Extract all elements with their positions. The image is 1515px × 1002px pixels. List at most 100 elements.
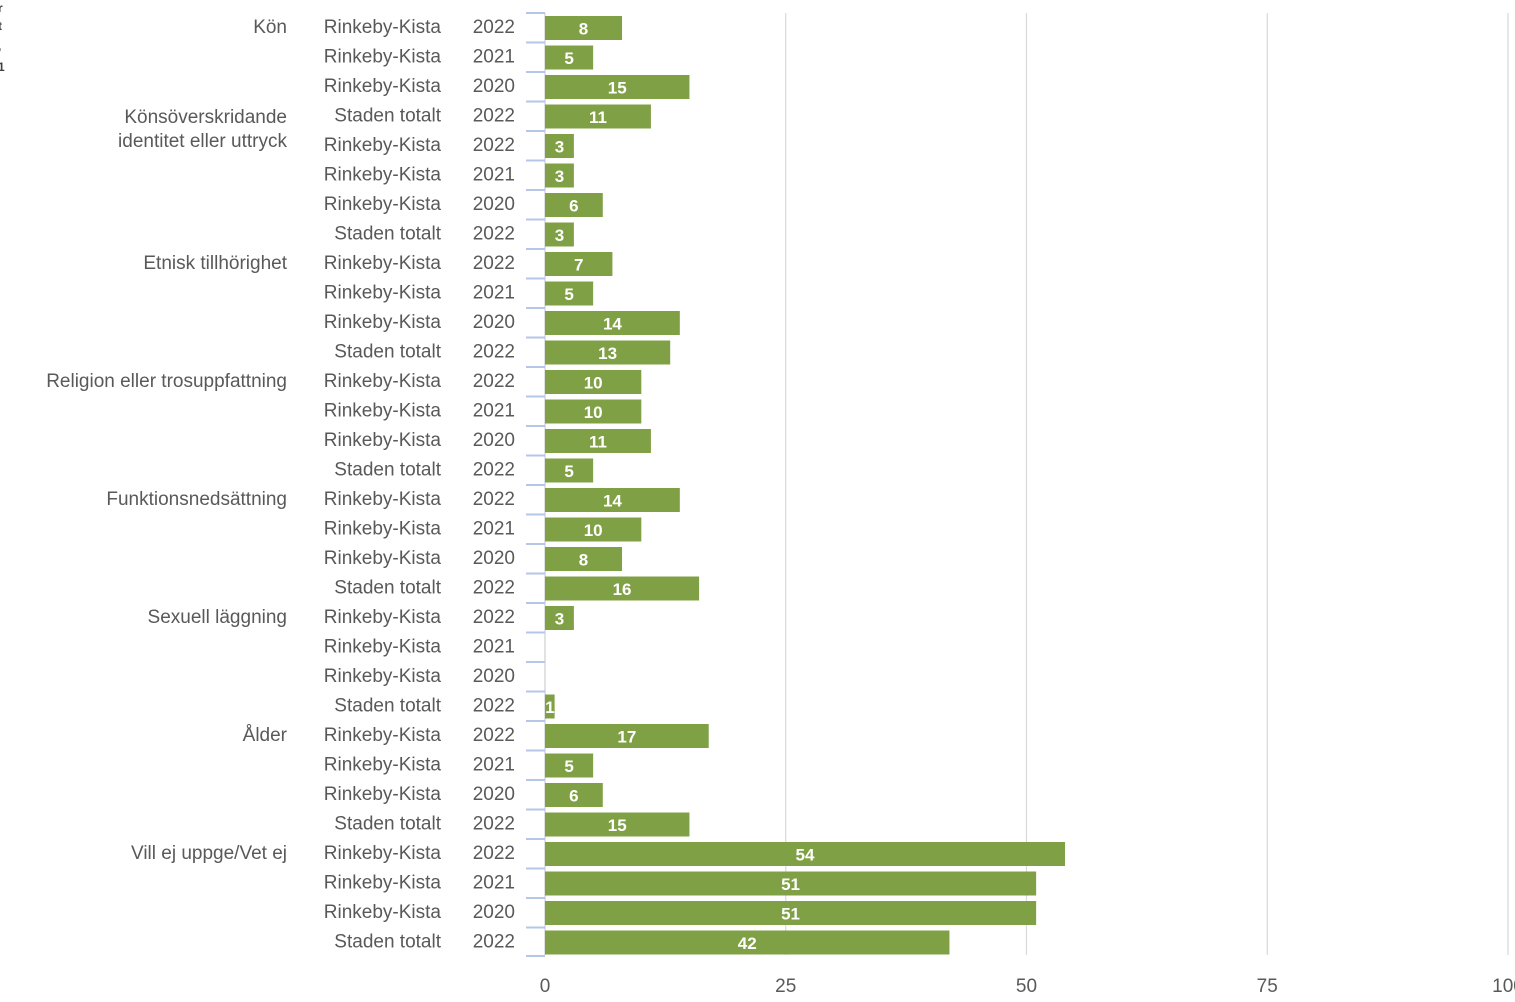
year-label-25: 2021 bbox=[473, 755, 515, 776]
area-label-28: Rinkeby-Kista bbox=[324, 843, 442, 864]
bar-11 bbox=[545, 340, 671, 365]
area-label-26: Rinkeby-Kista bbox=[324, 784, 442, 805]
bar-value-label-30: 51 bbox=[781, 904, 800, 923]
bar-16 bbox=[545, 488, 680, 512]
year-label-21: 2021 bbox=[473, 637, 515, 658]
bar-value-label-9: 5 bbox=[564, 285, 573, 304]
category-label-7: Vill ej uppge/Vet ej bbox=[131, 843, 287, 864]
year-label-6: 2020 bbox=[473, 194, 515, 215]
area-label-24: Rinkeby-Kista bbox=[324, 725, 442, 746]
area-label-25: Rinkeby-Kista bbox=[324, 755, 442, 776]
category-label-1-line-0: Könsöverskridande bbox=[124, 107, 287, 128]
clipped-left-edge-fragments: r t , 1 bbox=[0, 1, 5, 74]
year-label-1: 2021 bbox=[473, 47, 515, 68]
bar-23 bbox=[545, 694, 555, 719]
bar-2 bbox=[545, 75, 690, 99]
bar-value-label-12: 10 bbox=[584, 373, 603, 392]
year-label-14: 2020 bbox=[473, 430, 515, 451]
area-label-0: Rinkeby-Kista bbox=[324, 17, 442, 38]
bar-value-label-14: 11 bbox=[589, 432, 607, 451]
x-tick-label-0: 0 bbox=[540, 976, 551, 997]
bar-value-label-11: 13 bbox=[598, 344, 617, 363]
category-label-0: Kön bbox=[253, 17, 287, 38]
year-label-0: 2022 bbox=[473, 17, 515, 38]
year-label-31: 2022 bbox=[473, 932, 515, 953]
year-label-19: 2022 bbox=[473, 578, 515, 599]
bar-value-label-8: 7 bbox=[574, 255, 583, 274]
year-label-3: 2022 bbox=[473, 106, 515, 127]
area-label-3: Staden totalt bbox=[334, 106, 441, 127]
year-label-24: 2022 bbox=[473, 725, 515, 746]
bar-26 bbox=[545, 783, 603, 807]
year-label-20: 2022 bbox=[473, 607, 515, 628]
category-label-6: Ålder bbox=[243, 725, 288, 746]
bar-value-label-3: 11 bbox=[589, 108, 607, 127]
bar-value-label-18: 8 bbox=[579, 550, 588, 569]
year-label-9: 2021 bbox=[473, 283, 515, 304]
category-label-5: Sexuell läggning bbox=[148, 607, 287, 628]
bar-13 bbox=[545, 399, 642, 424]
bar-29 bbox=[545, 871, 1037, 896]
year-label-27: 2022 bbox=[473, 814, 515, 835]
bar-28 bbox=[545, 842, 1066, 866]
bar-30 bbox=[545, 901, 1037, 925]
bar-value-label-26: 6 bbox=[569, 786, 578, 805]
bar-8 bbox=[545, 252, 613, 276]
bar-value-label-4: 3 bbox=[555, 137, 564, 156]
bar-value-label-19: 16 bbox=[613, 580, 632, 599]
area-label-7: Staden totalt bbox=[334, 224, 441, 245]
year-label-12: 2022 bbox=[473, 371, 515, 392]
year-label-4: 2022 bbox=[473, 135, 515, 156]
area-label-20: Rinkeby-Kista bbox=[324, 607, 442, 628]
year-label-13: 2021 bbox=[473, 401, 515, 422]
area-label-31: Staden totalt bbox=[334, 932, 441, 953]
bar-value-label-16: 14 bbox=[603, 491, 622, 510]
area-label-1: Rinkeby-Kista bbox=[324, 47, 442, 68]
area-label-18: Rinkeby-Kista bbox=[324, 548, 442, 569]
bar-value-label-6: 6 bbox=[569, 196, 578, 215]
year-label-17: 2021 bbox=[473, 519, 515, 540]
area-label-2: Rinkeby-Kista bbox=[324, 76, 442, 97]
area-label-10: Rinkeby-Kista bbox=[324, 312, 442, 333]
bar-value-label-1: 5 bbox=[564, 49, 573, 68]
area-label-17: Rinkeby-Kista bbox=[324, 519, 442, 540]
bar-10 bbox=[545, 311, 680, 335]
year-label-5: 2021 bbox=[473, 165, 515, 186]
bar-value-label-10: 14 bbox=[603, 314, 622, 333]
bar-value-label-2: 15 bbox=[608, 78, 627, 97]
year-label-26: 2020 bbox=[473, 784, 515, 805]
bar-value-label-13: 10 bbox=[584, 403, 603, 422]
year-label-30: 2020 bbox=[473, 902, 515, 923]
bar-value-label-0: 8 bbox=[579, 19, 588, 38]
bar-9 bbox=[545, 281, 594, 306]
x-tick-label-25: 25 bbox=[775, 976, 796, 997]
year-label-29: 2021 bbox=[473, 873, 515, 894]
bar-4 bbox=[545, 134, 574, 158]
area-label-11: Staden totalt bbox=[334, 342, 441, 363]
bar-18 bbox=[545, 547, 623, 571]
x-tick-label-75: 75 bbox=[1257, 976, 1278, 997]
bar-value-label-5: 3 bbox=[555, 167, 564, 186]
area-label-19: Staden totalt bbox=[334, 578, 441, 599]
area-label-9: Rinkeby-Kista bbox=[324, 283, 442, 304]
bar-value-label-27: 15 bbox=[608, 816, 627, 835]
area-label-8: Rinkeby-Kista bbox=[324, 253, 442, 274]
bar-12 bbox=[545, 370, 642, 394]
area-label-16: Rinkeby-Kista bbox=[324, 489, 442, 510]
bar-value-label-7: 3 bbox=[555, 226, 564, 245]
year-label-8: 2022 bbox=[473, 253, 515, 274]
area-label-14: Rinkeby-Kista bbox=[324, 430, 442, 451]
area-label-27: Staden totalt bbox=[334, 814, 441, 835]
bar-27 bbox=[545, 812, 690, 837]
category-label-3: Religion eller trosuppfattning bbox=[46, 371, 287, 392]
bar-value-label-24: 17 bbox=[617, 727, 636, 746]
year-label-28: 2022 bbox=[473, 843, 515, 864]
area-label-6: Rinkeby-Kista bbox=[324, 194, 442, 215]
bar-25 bbox=[545, 753, 594, 778]
bar-20 bbox=[545, 606, 574, 630]
bar-17 bbox=[545, 517, 642, 542]
year-label-11: 2022 bbox=[473, 342, 515, 363]
bar-5 bbox=[545, 163, 574, 188]
